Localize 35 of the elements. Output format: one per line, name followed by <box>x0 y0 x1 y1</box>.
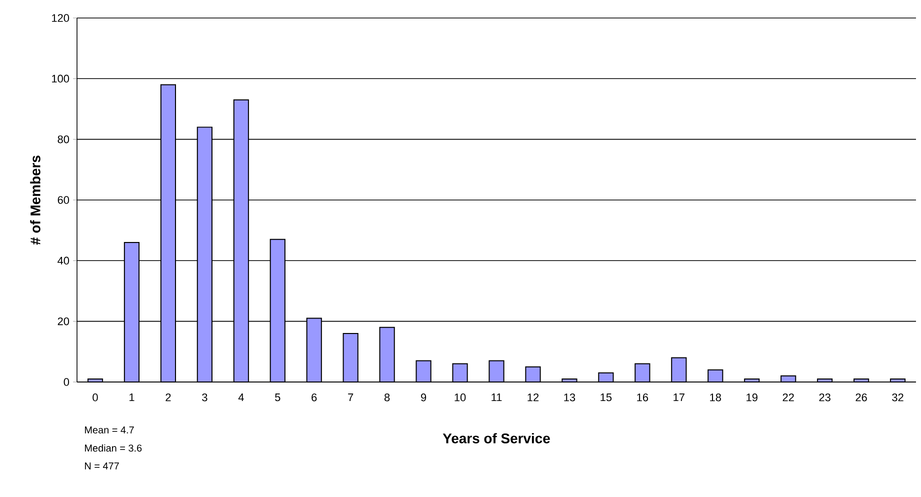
x-tick-label: 32 <box>892 394 904 402</box>
text: Mean = 4.7 <box>85 426 134 434</box>
x-tick-label: 7 <box>348 394 354 402</box>
x-tick-label: 26 <box>856 394 867 402</box>
x-tick-label: 10 <box>454 394 466 402</box>
y-axis-title: # of Members <box>30 156 40 245</box>
x-tick-label: 16 <box>637 394 648 402</box>
y-tick-label: 120 <box>52 14 70 22</box>
x-tick-label: 3 <box>202 394 208 402</box>
x-tick-label: 15 <box>600 394 612 402</box>
y-tick-label: 100 <box>52 74 70 83</box>
x-tick-label: 1 <box>130 394 134 402</box>
x-tick-label: 19 <box>746 394 758 402</box>
x-tick-label: 17 <box>674 394 684 402</box>
y-tick-label: 20 <box>58 317 70 326</box>
x-axis-title: Years of Service <box>442 433 550 444</box>
x-tick-label: 9 <box>421 394 426 402</box>
x-tick-label: 8 <box>384 394 390 402</box>
text: Median = 3.6 <box>85 444 142 452</box>
text: N = 477 <box>85 462 119 470</box>
x-tick-label: 12 <box>528 394 539 402</box>
x-tick-label: 0 <box>92 394 98 402</box>
x-tick-label: 5 <box>275 394 280 402</box>
x-tick-label: 13 <box>564 394 576 402</box>
x-tick-label: 18 <box>710 394 721 402</box>
x-tick-label: 11 <box>492 394 502 402</box>
y-tick-label: 60 <box>58 196 70 204</box>
y-tick-label: 40 <box>58 256 70 265</box>
x-tick-label: 22 <box>782 394 794 402</box>
x-tick-label: 6 <box>312 394 317 402</box>
y-tick-label: 0 <box>64 378 70 386</box>
x-tick-label: 2 <box>166 394 171 402</box>
x-tick-label: 23 <box>819 394 830 402</box>
x-tick-label: 4 <box>238 394 244 402</box>
y-tick-label: 80 <box>58 135 70 144</box>
